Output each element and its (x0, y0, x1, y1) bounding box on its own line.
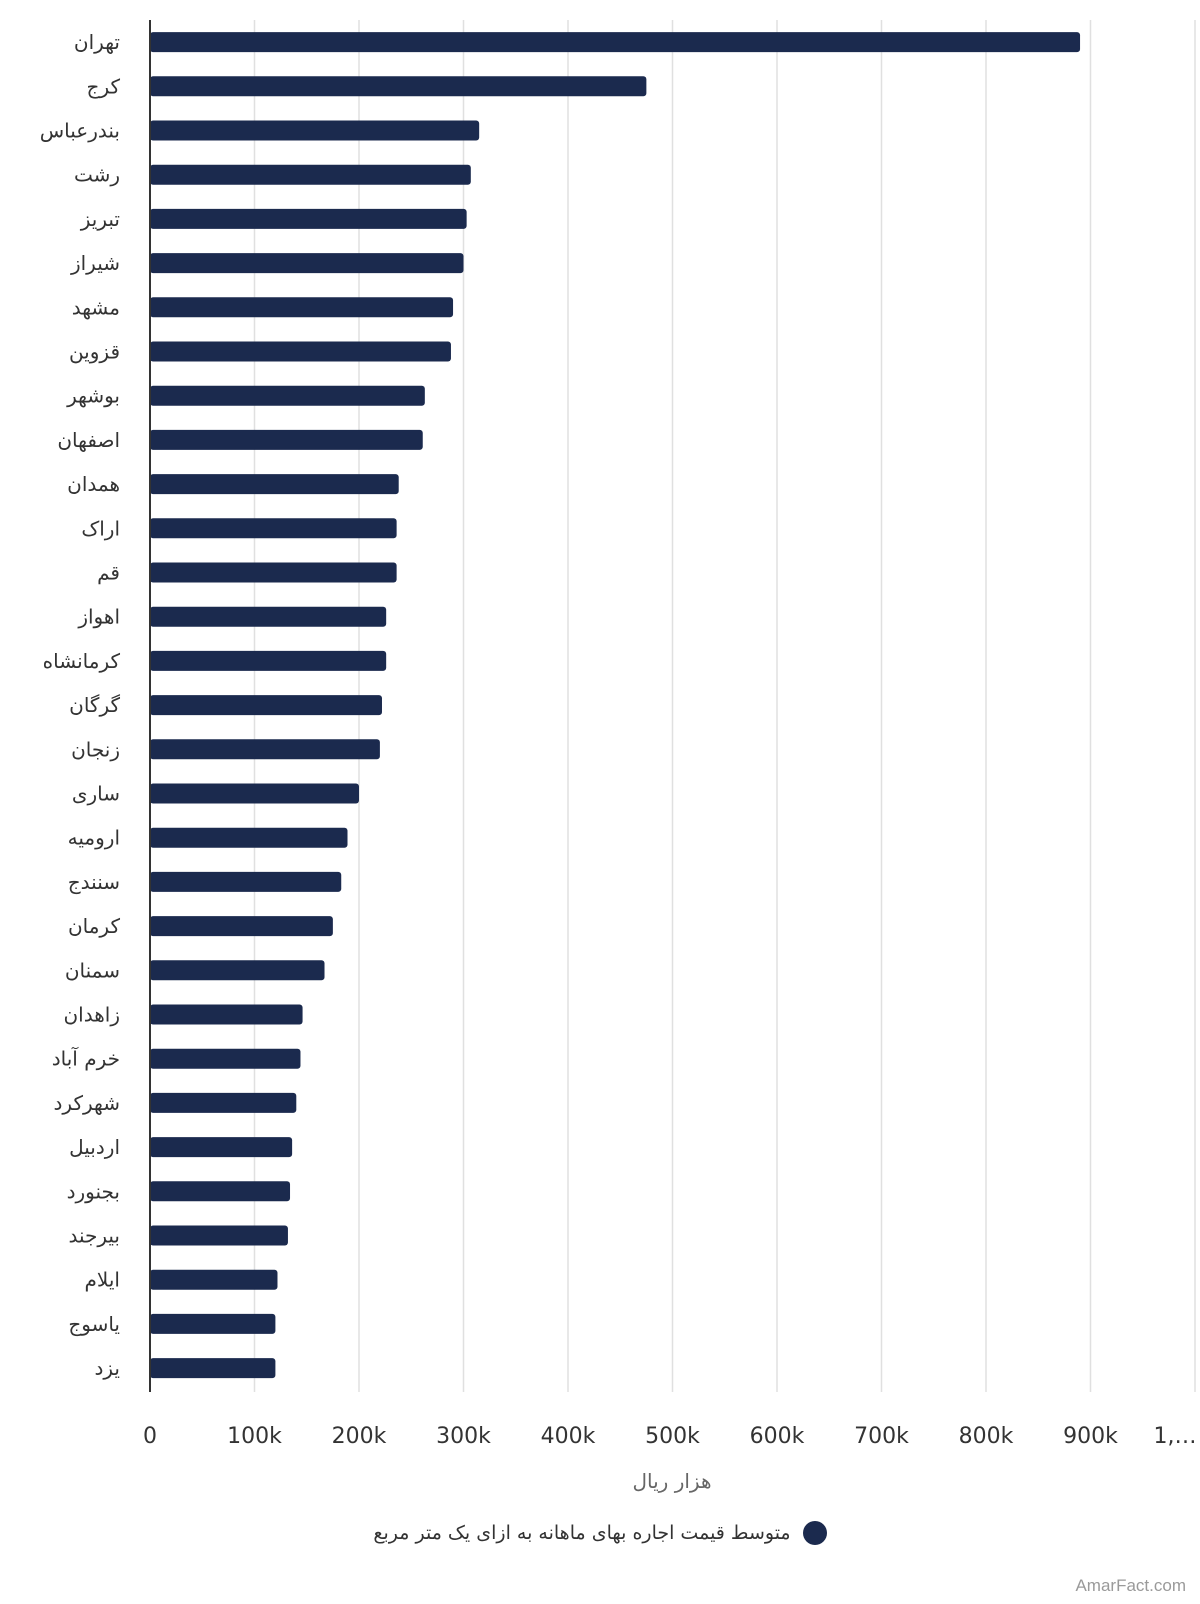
x-tick-label: 700k (854, 1424, 909, 1449)
category-label: سمنان (65, 958, 120, 982)
category-label: ایلام (85, 1268, 120, 1292)
source-credit[interactable]: AmarFact.com (1075, 1576, 1186, 1595)
category-label: بیرجند (68, 1224, 120, 1248)
category-label: شیراز (70, 251, 120, 275)
x-tick-label: 400k (541, 1424, 596, 1449)
category-label: سنندج (68, 870, 120, 894)
category-label: اردبیل (69, 1135, 120, 1159)
category-label: خرم آباد (52, 1046, 120, 1071)
category-label: رشت (74, 163, 120, 187)
bar[interactable] (150, 871, 342, 892)
bar[interactable] (150, 385, 425, 406)
category-label: زاهدان (63, 1003, 120, 1027)
x-tick-label: 300k (436, 1424, 491, 1449)
legend[interactable]: متوسط قیمت اجاره بهای ماهانه به ازای یک … (0, 1521, 1200, 1545)
bar[interactable] (150, 1269, 278, 1290)
category-label: زنجان (71, 737, 120, 761)
bar[interactable] (150, 32, 1081, 53)
category-label: گرگان (69, 693, 120, 717)
category-label: ارومیه (68, 826, 120, 850)
category-label: ساری (72, 782, 120, 806)
x-tick-label: 1,… (1154, 1424, 1197, 1449)
category-label: بوشهر (66, 384, 120, 408)
category-label: قزوین (69, 340, 120, 364)
bar[interactable] (150, 1092, 297, 1113)
bar[interactable] (150, 783, 359, 804)
bar[interactable] (150, 1358, 276, 1379)
bar[interactable] (150, 474, 399, 495)
category-label: تهران (74, 30, 120, 54)
bar[interactable] (150, 76, 647, 97)
bar[interactable] (150, 1004, 303, 1025)
legend-marker-icon (802, 1521, 827, 1545)
bar[interactable] (150, 960, 325, 981)
category-label: یزد (94, 1356, 120, 1380)
category-label: شهرکرد (54, 1091, 120, 1115)
x-tick-label: 100k (227, 1424, 282, 1449)
category-label: تبریز (80, 207, 120, 231)
bar[interactable] (150, 341, 451, 362)
category-label: کرمان (68, 914, 121, 938)
category-label: یاسوج (68, 1312, 120, 1336)
category-label: اراک (81, 516, 120, 540)
x-tick-labels: 0 100k 200k 300k 400k 500k 600k 700k 800k 900k 1,… (143, 1424, 1197, 1449)
x-tick-label: 900k (1063, 1424, 1118, 1449)
x-tick-label: 200k (332, 1424, 387, 1449)
bar[interactable] (150, 695, 382, 716)
bar[interactable] (150, 164, 471, 185)
bar[interactable] (150, 916, 333, 937)
category-label: اصفهان (57, 428, 120, 452)
category-label: بجنورد (67, 1179, 120, 1203)
bar[interactable] (150, 739, 380, 760)
bar[interactable] (150, 297, 454, 318)
x-tick-label: 600k (750, 1424, 805, 1449)
category-label: قم (97, 561, 120, 585)
category-label: مشهد (72, 295, 120, 319)
bar[interactable] (150, 120, 480, 141)
category-label: بندرعباس (40, 119, 120, 143)
bar[interactable] (150, 562, 397, 583)
bar[interactable] (150, 650, 387, 671)
bar[interactable] (150, 1137, 293, 1158)
bar[interactable] (150, 1225, 288, 1246)
x-tick-label: 800k (959, 1424, 1014, 1449)
category-label: همدان (67, 472, 120, 496)
legend-label: متوسط قیمت اجاره بهای ماهانه به ازای یک … (373, 1522, 791, 1544)
bar[interactable] (150, 606, 387, 627)
bar[interactable] (150, 827, 348, 848)
bar[interactable] (150, 518, 397, 539)
bars-layer (150, 32, 1081, 1379)
category-labels: تهران کرج بندرعباس رشت تبریز شیراز مشهد قزوین بو… (40, 30, 121, 1380)
bar[interactable] (150, 429, 423, 450)
grid-layer (253, 20, 1196, 1392)
bar[interactable] (150, 1048, 301, 1069)
category-label: کرمانشاه (43, 649, 121, 673)
bar[interactable] (150, 208, 467, 229)
bar[interactable] (150, 253, 464, 274)
category-label: اهواز (77, 605, 120, 629)
x-axis-title: هزار ریال (632, 1469, 711, 1493)
x-tick-label: 500k (645, 1424, 700, 1449)
category-label: کرج (87, 74, 121, 98)
bar[interactable] (150, 1181, 291, 1202)
x-tick-label: 0 (143, 1424, 157, 1449)
bar[interactable] (150, 1313, 276, 1334)
